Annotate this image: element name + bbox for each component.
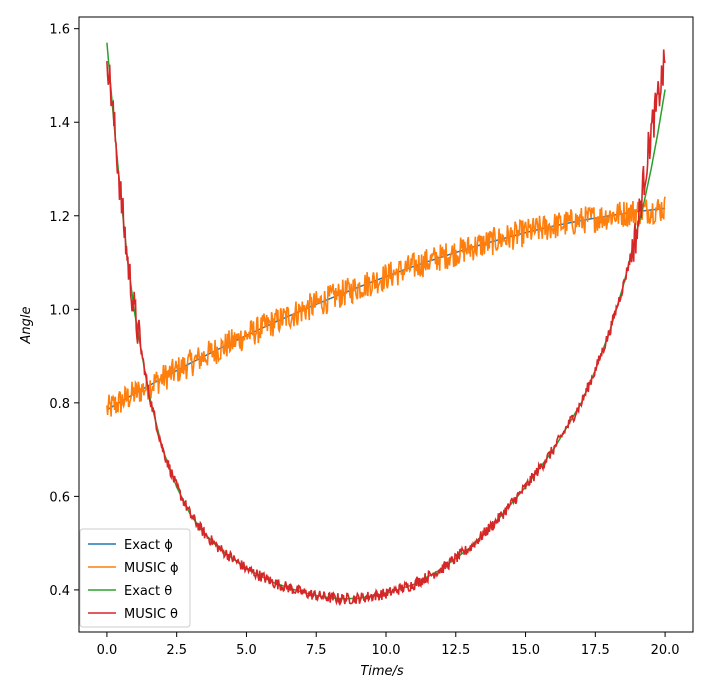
- series-layer: [106, 42, 666, 607]
- y-tick-label: 0.6: [49, 490, 70, 505]
- x-axis: 0.0 2.5 5.0 7.5 10.0 12.5 15.0 17.5 20.0: [97, 632, 680, 658]
- y-tick-label: 1.6: [49, 23, 70, 38]
- y-tick-label: 0.4: [49, 584, 70, 599]
- x-tick-label: 20.0: [651, 643, 680, 658]
- legend-box: [79, 528, 191, 628]
- x-tick-label: 2.5: [166, 643, 187, 658]
- y-tick-label: 1.4: [49, 116, 70, 131]
- legend-label-exact: Exact θ: [124, 584, 172, 599]
- x-tick-label: 15.0: [511, 643, 540, 658]
- series-line-music: [106, 49, 666, 607]
- series-line-music: [106, 196, 666, 417]
- x-tick-label: 7.5: [306, 643, 327, 658]
- legend-label-music: MUSIC θ: [124, 607, 178, 622]
- x-tick-label: 10.0: [372, 643, 401, 658]
- y-tick-label: 1.0: [49, 303, 70, 318]
- legend-label-music: MUSIC ϕ: [124, 561, 179, 576]
- x-tick-label: 12.5: [441, 643, 470, 658]
- y-axis: 0.4 0.6 0.8 1.0 1.2 1.4 1.6: [49, 23, 79, 599]
- y-tick-label: 0.8: [49, 397, 70, 412]
- x-tick-label: 0.0: [97, 643, 118, 658]
- x-tick-label: 5.0: [236, 643, 257, 658]
- legend: Exact ϕ MUSIC ϕ Exact θ MUSIC θ: [79, 528, 191, 628]
- x-axis-label: Time/s: [360, 664, 404, 679]
- y-axis-label: Angle: [19, 307, 34, 345]
- x-tick-label: 17.5: [581, 643, 610, 658]
- legend-label-exact: Exact ϕ: [124, 538, 173, 553]
- y-tick-label: 1.2: [49, 210, 70, 225]
